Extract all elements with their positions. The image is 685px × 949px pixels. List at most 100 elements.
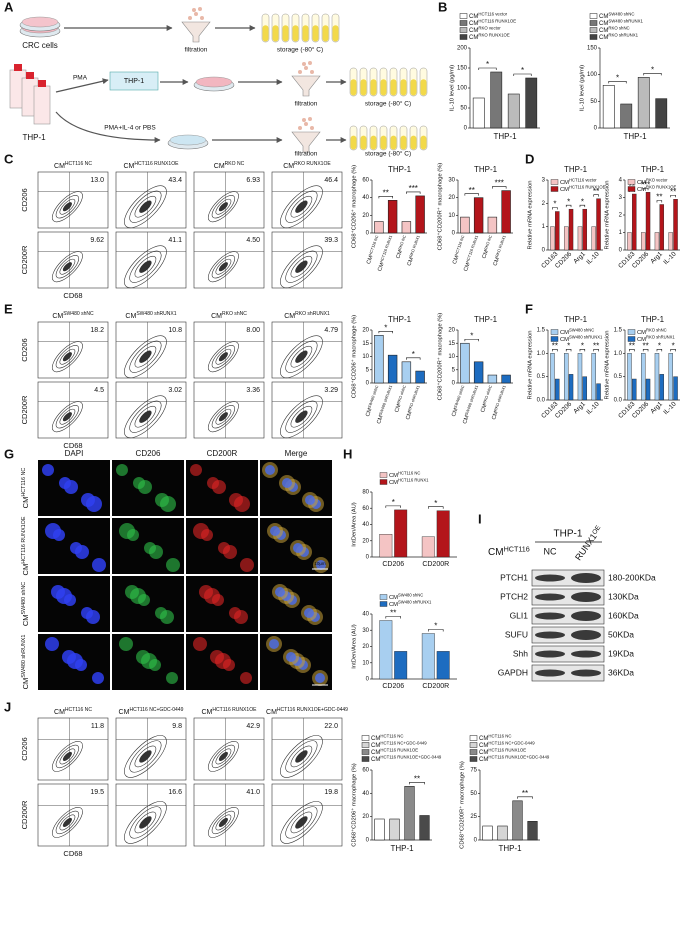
x-tick-label: Arg1 — [572, 250, 587, 265]
text-part: CM — [211, 313, 222, 320]
droplet — [198, 7, 202, 11]
superscript: HCT116 — [504, 544, 530, 553]
legend-label: CMSW480 shNC — [599, 12, 634, 20]
legend-swatch — [589, 20, 598, 26]
contour — [290, 811, 313, 834]
contour — [124, 335, 167, 379]
protein-label: PTCH2 — [500, 591, 528, 601]
cell — [166, 558, 180, 572]
droplet — [302, 118, 306, 122]
sig-bracket — [593, 194, 599, 197]
text-part: CM — [479, 736, 488, 742]
y-tick-label: 0 — [452, 231, 456, 237]
y-tick-label: 50 — [590, 99, 597, 105]
superscript: HCT116 RUNX1OE+GDC-0449 — [277, 708, 348, 714]
superscript: SW480 shRUNX1 — [608, 19, 643, 24]
cell — [119, 637, 133, 651]
droplet — [308, 117, 312, 121]
significance: ** — [552, 341, 558, 350]
text-part: CM — [479, 757, 488, 763]
bar — [415, 370, 425, 384]
tube-liquid — [380, 135, 387, 150]
superscript: RKO RUNX1OE — [646, 185, 676, 190]
row-label: CD200R — [20, 800, 29, 829]
band — [571, 630, 601, 640]
superscript: SW480 shRUNX1 — [398, 600, 432, 605]
contour — [62, 751, 72, 761]
sig-bracket — [517, 796, 533, 799]
bar — [673, 376, 678, 401]
chart-title: THP-1 — [641, 165, 665, 174]
bar — [659, 204, 665, 251]
droplet — [310, 70, 314, 74]
gate-percent: 13.0 — [90, 177, 104, 184]
contour — [207, 191, 239, 223]
bar — [568, 208, 574, 251]
text-part: CM — [599, 14, 608, 20]
superscript: RKO shNC — [482, 384, 493, 404]
superscript: SW480 shNC — [569, 328, 594, 333]
contour — [59, 348, 76, 365]
size-label: 180-200KDa — [608, 572, 656, 582]
superscript: SW480 shNC — [22, 582, 28, 615]
bar — [421, 633, 435, 680]
band — [535, 631, 565, 639]
row-label: CD206 — [20, 737, 29, 760]
band — [571, 592, 601, 602]
bar — [659, 374, 665, 401]
protein-label: GLI1 — [510, 610, 529, 620]
text-part: CM — [202, 709, 213, 716]
size-label: 160KDa — [608, 610, 639, 620]
legend-label: CMHCT116 NC — [479, 734, 512, 742]
text-part: CM — [21, 564, 30, 576]
contour — [280, 335, 323, 379]
contour — [59, 408, 76, 425]
gate-percent: 4.79 — [324, 327, 338, 334]
panel-letter: A — [4, 0, 14, 14]
sig-bracket — [656, 200, 663, 203]
contour — [207, 341, 239, 373]
legend-label: CMHCT116 NC+GDC-0449 — [479, 741, 535, 749]
y-tick-label: 60 — [362, 506, 369, 512]
superscript: HCT116 RUNX1OE+GDC-0449 — [488, 755, 550, 760]
contour — [211, 405, 236, 429]
cell — [210, 650, 224, 664]
text-part: CM — [21, 497, 30, 509]
x-tick-label: CMHCT116 RUNX1 — [462, 235, 482, 273]
text-part: CM — [266, 709, 277, 716]
gate-percent: 42.9 — [246, 723, 260, 730]
sig-bracket — [513, 73, 532, 76]
band — [535, 650, 565, 658]
text-part: CM — [493, 256, 502, 266]
y-tick-label: 40 — [362, 791, 369, 797]
contour — [51, 807, 83, 838]
sig-bracket — [629, 349, 635, 352]
significance: * — [384, 323, 387, 332]
x-tick-label: CD206 — [382, 683, 404, 690]
droplet — [298, 126, 302, 130]
bar — [387, 200, 398, 234]
superscript: HCT116 RUNX1OE — [488, 748, 526, 753]
significance: * — [553, 200, 556, 209]
significance: *** — [409, 184, 418, 193]
superscript: HCT116 NC — [398, 471, 420, 476]
text-part: CM — [54, 709, 65, 716]
contour — [295, 410, 308, 423]
contour — [295, 200, 308, 213]
bar — [374, 221, 384, 234]
y-tick-label: 1.5 — [537, 328, 546, 334]
bar — [550, 353, 555, 401]
cell — [275, 587, 285, 597]
text-part: CM — [479, 750, 488, 756]
x-tick-label: CD200R — [422, 561, 449, 568]
protein-label: PTCH1 — [500, 572, 528, 582]
text-part: CM — [389, 473, 398, 479]
significance: ** — [656, 193, 662, 202]
legend-swatch — [459, 34, 468, 40]
flow-plot — [271, 171, 343, 229]
x-axis-label: THP-1 — [390, 844, 414, 853]
y-tick-label: 80 — [362, 490, 369, 496]
superscript: HCT116 vector — [478, 12, 507, 17]
label: filtration — [185, 47, 208, 54]
tube-liquid — [360, 135, 367, 150]
